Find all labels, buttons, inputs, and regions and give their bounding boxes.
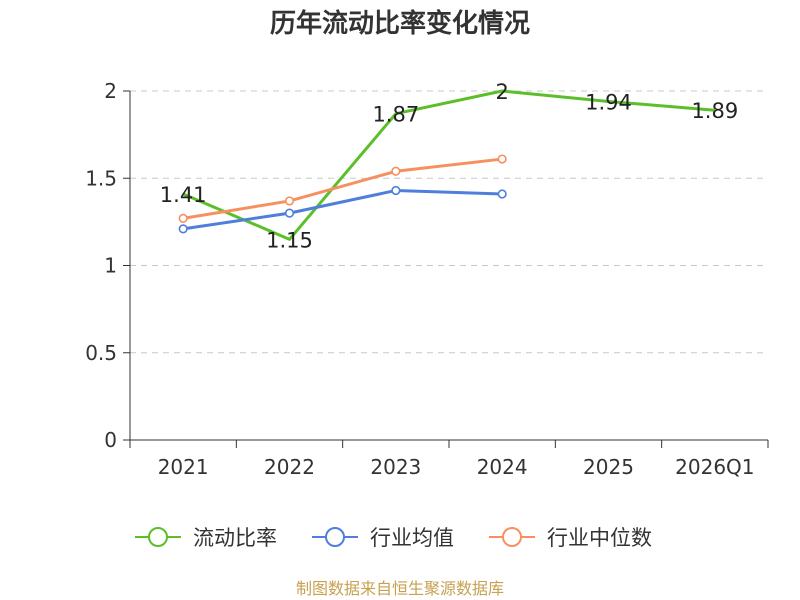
legend-label: 流动比率 [193, 526, 277, 550]
data-labels: 1.41 1.15 1.87 2 1.94 1.89 [160, 80, 738, 252]
y-axis-ticks: 0 0.5 1 1.5 2 [85, 79, 130, 452]
data-label: 1.15 [266, 228, 313, 252]
x-axis-ticks: 2021 2022 2023 2024 2025 2026Q1 [129, 440, 769, 479]
data-label: 1.41 [160, 183, 207, 207]
x-tick-label: 2024 [477, 455, 528, 479]
y-tick-label: 0.5 [85, 341, 117, 365]
data-point [284, 208, 295, 218]
grid-lines [130, 90, 768, 354]
data-label: 1.94 [585, 90, 632, 114]
data-point [391, 166, 401, 176]
data-point [497, 154, 507, 164]
y-tick-label: 1.5 [85, 166, 117, 190]
data-point [178, 224, 188, 234]
data-label: 1.89 [691, 99, 738, 123]
series-line-1 [182, 188, 503, 231]
y-tick-label: 2 [104, 79, 117, 103]
legend-label: 行业中位数 [547, 526, 652, 550]
x-tick-label: 2026Q1 [675, 455, 754, 479]
x-tick-label: 2022 [264, 455, 315, 479]
data-point [497, 189, 507, 199]
legend-marker [502, 527, 522, 547]
y-tick-label: 1 [104, 254, 117, 278]
legend-marker [325, 527, 345, 547]
legend-item-0[interactable]: 流动比率 [135, 526, 277, 550]
legend-item-1[interactable]: 行业均值 [312, 526, 454, 550]
y-tick-label: 0 [104, 428, 117, 452]
legend-label: 行业均值 [370, 526, 454, 550]
legend: 流动比率 行业均值 行业中位数 [135, 526, 652, 550]
legend-item-2[interactable]: 行业中位数 [489, 526, 652, 550]
chart-title: 历年流动比率变化情况 [270, 8, 530, 39]
data-label: 1.87 [372, 103, 419, 127]
data-point [178, 213, 188, 223]
data-point [391, 185, 401, 196]
legend-marker [148, 527, 168, 547]
x-tick-label: 2021 [158, 455, 209, 479]
x-tick-label: 2023 [370, 455, 421, 479]
data-source: 制图数据来自恒生聚源数据库 [296, 579, 504, 598]
x-tick-label: 2025 [583, 455, 634, 479]
series-line-0 [182, 89, 715, 241]
series-group [178, 89, 715, 241]
data-label: 2 [495, 80, 508, 104]
data-point [284, 196, 295, 206]
series-line-2 [182, 157, 503, 220]
